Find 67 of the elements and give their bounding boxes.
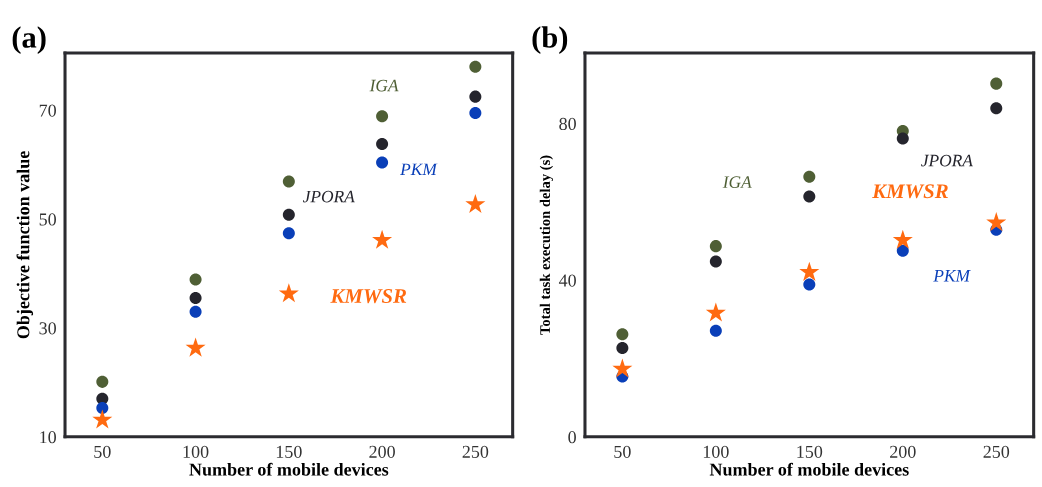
x-tick-label: 150	[797, 445, 823, 458]
y-tick-label: 80	[559, 117, 576, 131]
y-tick-label: 50	[39, 213, 56, 226]
text: IGA	[722, 176, 752, 188]
x-tick-label: 250	[462, 445, 489, 458]
point	[189, 292, 202, 305]
point	[803, 278, 816, 291]
point	[616, 328, 629, 341]
point	[986, 212, 1007, 232]
point	[892, 229, 913, 249]
x-tick-label: 100	[183, 445, 209, 458]
x-tick-label: 50	[614, 445, 631, 458]
y-axis-title: Objective function value	[16, 151, 34, 339]
x-tick-label: 250	[983, 445, 1010, 458]
point	[709, 240, 722, 253]
point	[705, 302, 726, 322]
point	[376, 137, 389, 150]
series-label: JPORA	[302, 190, 355, 203]
point	[990, 77, 1003, 90]
x-tick-label: 150	[276, 445, 302, 458]
series-label: JPORA	[921, 154, 973, 167]
point	[612, 358, 633, 378]
x-tick-label: 100	[703, 445, 729, 458]
y-tick-label: 70	[39, 104, 56, 117]
y-tick-label: 40	[558, 274, 576, 287]
point	[469, 60, 482, 73]
series-label: PKM	[933, 270, 971, 282]
point	[803, 190, 816, 203]
point	[278, 283, 299, 303]
point	[896, 132, 909, 145]
point	[990, 102, 1003, 115]
point	[96, 401, 109, 414]
y-tick-label: 30	[39, 322, 56, 335]
x-axis-title: Number of mobile devices	[709, 462, 909, 476]
y-tick-label: 10	[40, 431, 56, 444]
point	[803, 170, 816, 183]
point	[96, 375, 109, 388]
point	[189, 273, 202, 286]
series-label: KMWSR	[872, 184, 948, 199]
point	[189, 305, 202, 318]
x-tick-label: 200	[369, 445, 395, 458]
y-tick-label: 0	[568, 431, 576, 444]
chart-title: (a)	[12, 26, 46, 55]
series-label: IGA	[369, 79, 399, 92]
x-axis-title: Number of mobile devices	[189, 462, 389, 476]
point	[185, 337, 206, 357]
series-label: KMWSR	[330, 289, 407, 304]
series-label: PKM	[400, 163, 438, 175]
point	[896, 244, 909, 257]
point	[469, 106, 482, 119]
point	[616, 341, 629, 354]
x-tick-label: 200	[890, 445, 916, 458]
point	[799, 261, 820, 281]
point	[282, 208, 295, 221]
chart-title: (b)	[532, 26, 568, 55]
x-tick-label: 50	[94, 445, 111, 458]
y-axis-title: Total task execution delay (s)	[539, 155, 554, 335]
point	[282, 227, 295, 240]
point	[709, 255, 722, 268]
point	[92, 409, 113, 429]
point	[469, 90, 482, 103]
point	[709, 324, 722, 337]
point	[372, 229, 393, 249]
point	[376, 156, 389, 169]
point	[282, 175, 295, 188]
point	[376, 110, 389, 123]
point	[465, 193, 486, 213]
